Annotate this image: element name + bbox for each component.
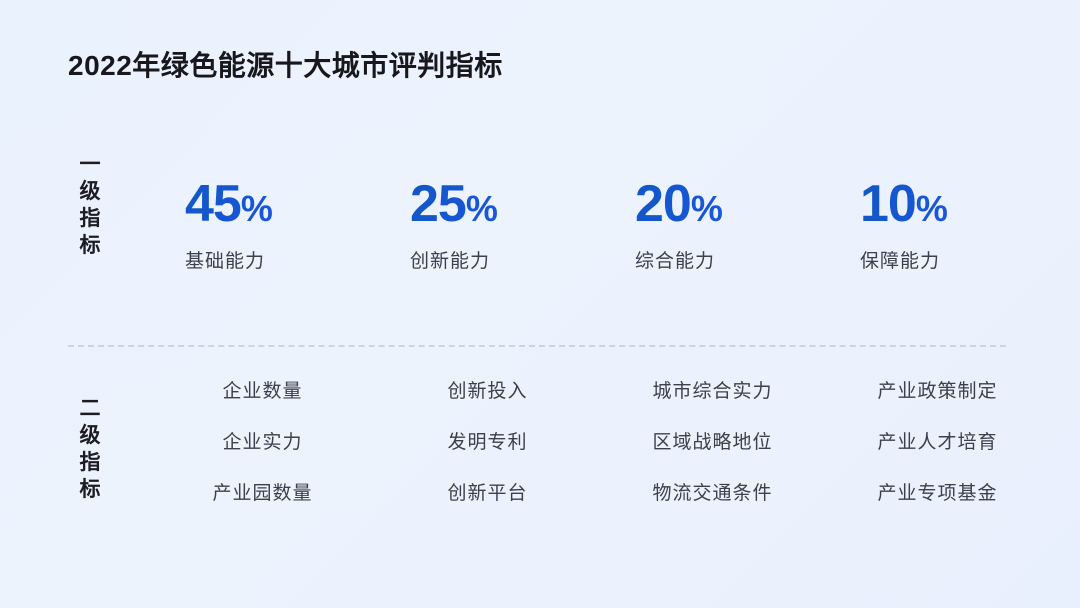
secondary-item: 创新投入 (447, 381, 528, 402)
metric-label: 综合能力 (635, 251, 716, 272)
secondary-item: 产业政策制定 (877, 381, 998, 402)
secondary-level-label-char: 二 (79, 397, 101, 420)
metric-number: 25 (410, 175, 466, 233)
secondary-level-label: 二 级 指 标 (70, 396, 110, 504)
page-title: 2022年绿色能源十大城市评判指标 (68, 50, 503, 81)
metric-number: 45 (185, 175, 241, 233)
secondary-indicators-row: 企业数量 企业实力 产业园数量 创新投入 发明专利 创新平台 城市综合实力 区域… (150, 382, 1050, 503)
primary-level-label-char: 标 (79, 233, 101, 257)
secondary-column: 城市综合实力 区域战略地位 物流交通条件 (600, 382, 825, 503)
metric-unit: % (690, 188, 722, 229)
primary-metrics-row: 45% 基础能力 25% 创新能力 20% 综合能力 10% 保障能力 (150, 178, 1050, 273)
secondary-column: 创新投入 发明专利 创新平台 (375, 382, 600, 503)
metric-value: 10% (860, 178, 1050, 230)
secondary-item: 企业数量 (222, 381, 303, 402)
primary-level-label-char: 指 (79, 206, 101, 230)
metric-card: 10% 保障能力 (825, 178, 1050, 273)
metric-number: 20 (635, 175, 691, 233)
secondary-item: 产业人才培育 (877, 432, 998, 453)
secondary-item: 创新平台 (447, 483, 528, 504)
secondary-level-label-char: 标 (79, 477, 101, 501)
section-divider (68, 345, 1006, 347)
metric-value: 25% (410, 178, 600, 230)
metric-unit: % (240, 188, 272, 229)
secondary-item: 城市综合实力 (652, 381, 773, 402)
secondary-level-label-char: 指 (79, 450, 101, 474)
primary-level-label: 一 级 指 标 (70, 152, 110, 260)
secondary-item: 企业实力 (222, 432, 303, 453)
secondary-column: 产业政策制定 产业人才培育 产业专项基金 (825, 382, 1050, 503)
metric-label: 创新能力 (410, 251, 491, 272)
secondary-item: 区域战略地位 (652, 432, 773, 453)
metric-label: 基础能力 (185, 251, 266, 272)
metric-value: 20% (635, 178, 825, 230)
metric-label: 保障能力 (860, 251, 941, 272)
secondary-item: 产业园数量 (212, 483, 313, 504)
metric-number: 10 (860, 175, 916, 233)
metric-unit: % (915, 188, 947, 229)
secondary-item: 发明专利 (447, 432, 528, 453)
primary-level-label-char: 一 (79, 153, 101, 176)
secondary-item: 产业专项基金 (877, 483, 998, 504)
secondary-item: 物流交通条件 (652, 483, 773, 504)
secondary-level-label-char: 级 (79, 423, 101, 447)
secondary-column: 企业数量 企业实力 产业园数量 (150, 382, 375, 503)
metric-card: 45% 基础能力 (150, 178, 375, 273)
metric-card: 20% 综合能力 (600, 178, 825, 273)
primary-level-label-char: 级 (79, 179, 101, 203)
metric-value: 45% (185, 178, 375, 230)
metric-unit: % (465, 188, 497, 229)
metric-card: 25% 创新能力 (375, 178, 600, 273)
